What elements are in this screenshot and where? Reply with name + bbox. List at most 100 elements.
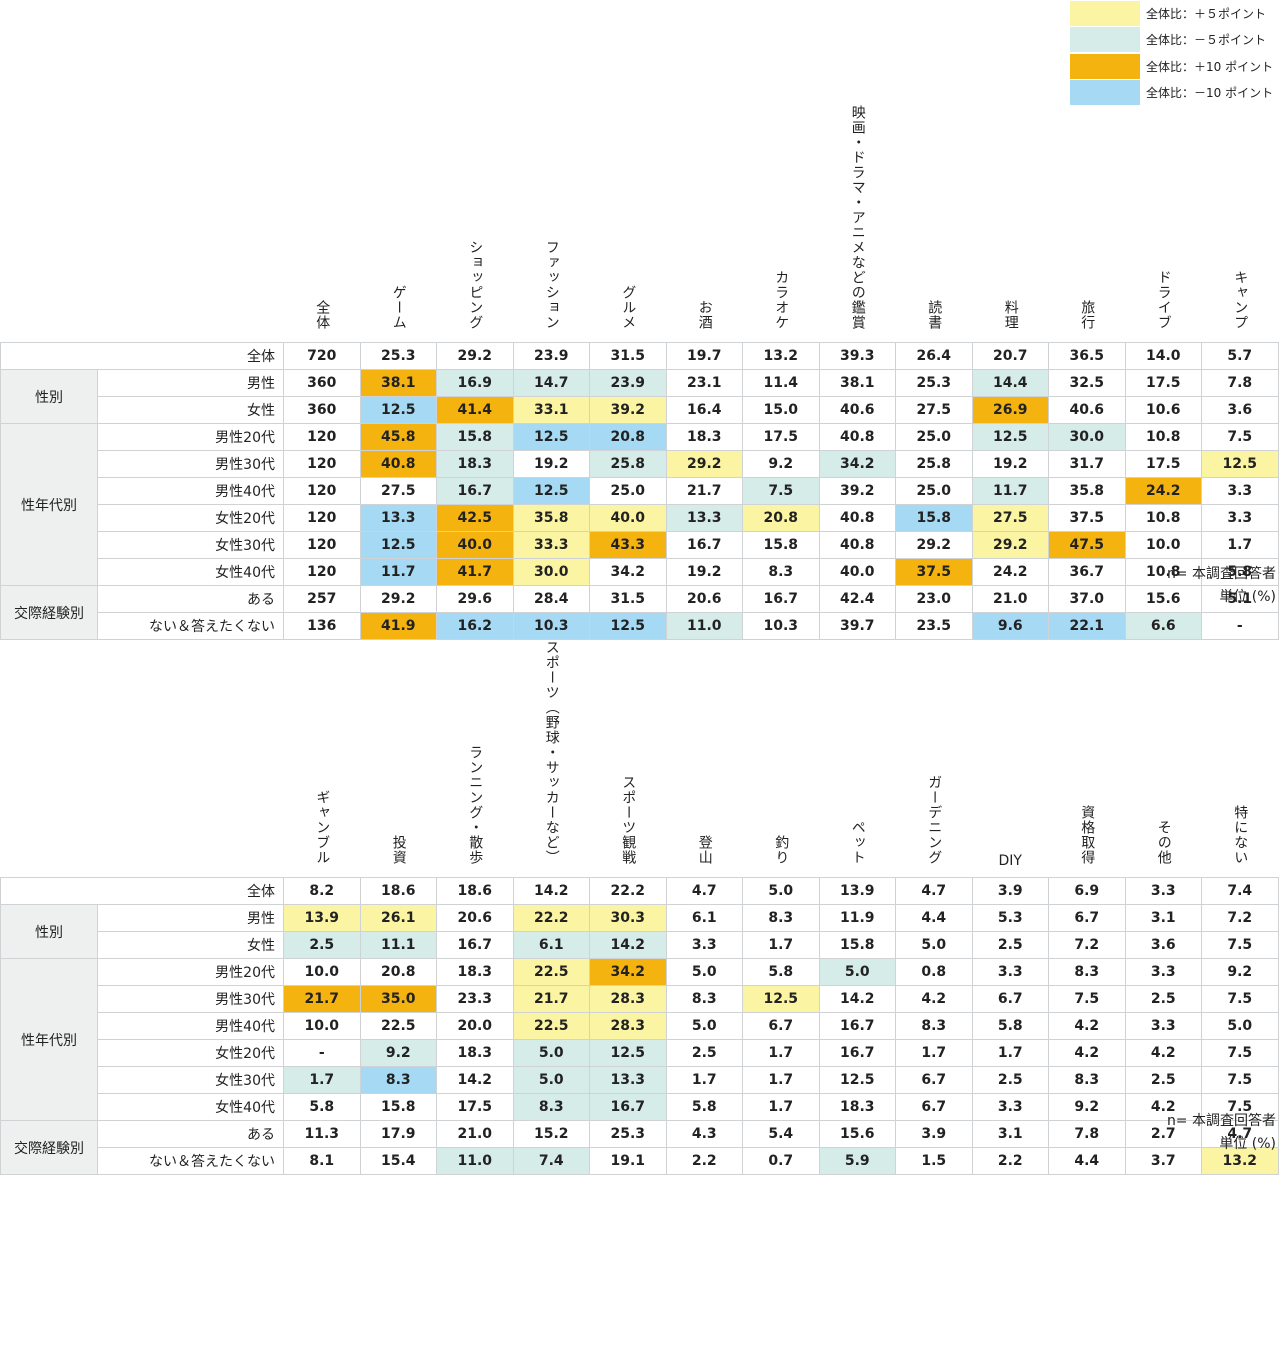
table-cell: 10.3 <box>742 612 820 640</box>
table-cell: 3.9 <box>895 1120 973 1148</box>
table-cell: 13.3 <box>589 1066 667 1094</box>
table-cell: 35.8 <box>512 504 590 532</box>
unit-note: 単位 (%) <box>1219 1136 1276 1152</box>
table-cell: 3.7 <box>1124 1147 1202 1175</box>
table-cell: 25.0 <box>589 477 667 505</box>
table-cell: 15.8 <box>359 1093 437 1121</box>
table-cell: 41.4 <box>436 396 514 424</box>
column-header: DIY <box>972 640 1049 878</box>
table-cell: 21.7 <box>283 985 361 1013</box>
table-cell: 1.7 <box>1201 531 1279 559</box>
table-cell: 4.4 <box>895 904 973 932</box>
table-cell: 3.3 <box>665 931 743 959</box>
table-cell: 38.1 <box>359 369 437 397</box>
table-cell: 16.2 <box>436 612 514 640</box>
table-cell: 7.5 <box>1201 1039 1279 1067</box>
table-cell: 11.3 <box>283 1120 361 1148</box>
table-cell: 40.8 <box>818 531 896 559</box>
table-cell: 12.5 <box>512 477 590 505</box>
column-header-label: ペット <box>849 820 866 865</box>
table-cell: 8.3 <box>512 1093 590 1121</box>
legend-label: 全体比：＋10 ポイント <box>1146 59 1274 74</box>
table-cell: 13.2 <box>1201 1147 1279 1175</box>
table-cell: 39.2 <box>818 477 896 505</box>
row-label: 男性40代 <box>97 477 284 505</box>
column-header: 資格取得 <box>1048 640 1125 878</box>
unit-note: 単位 (%) <box>1219 589 1276 605</box>
table-cell: 13.3 <box>359 504 437 532</box>
column-header: ドライブ <box>1125 105 1202 343</box>
table-cell: 37.5 <box>895 558 973 586</box>
table-cell: 26.1 <box>359 904 437 932</box>
table-row: 交際経験別 ある 11.3 17.9 21.0 15.2 25.3 4.3 5.4 15.6 3.9… <box>0 1120 1279 1175</box>
table-cell: 4.2 <box>1048 1039 1126 1067</box>
table-cell: 14.2 <box>818 985 896 1013</box>
table-cell: 8.3 <box>742 904 820 932</box>
column-header: 読書 <box>895 105 972 343</box>
table-cell: 257 <box>283 585 361 613</box>
table-cell: 12.5 <box>742 985 820 1013</box>
column-header: スポーツ（野球・サッカーなど） <box>513 640 590 878</box>
table-cell: 5.8 <box>283 1093 361 1121</box>
row-label: 女性40代 <box>97 558 284 586</box>
table-row: 全体 720 25.3 29.2 23.9 31.5 19.7 13.2 39.3 26.4 20.… <box>0 342 1279 370</box>
column-header: ゲーム <box>360 105 437 343</box>
table-row: 女性20代 120 13.3 42.5 35.8 40.0 13.3 20.8 40.8 15.8… <box>1 504 1279 532</box>
column-header-label: 読書 <box>926 300 943 330</box>
table-cell: 9.2 <box>1048 1093 1126 1121</box>
column-header-label: 旅行 <box>1079 300 1096 330</box>
table-1: 全体 ゲーム ショッピング ファッション グルメ お酒 カラオケ 映画・ドラマ・アニメなどの鑑… <box>0 105 1279 640</box>
column-header: その他 <box>1125 640 1202 878</box>
table-cell: 20.8 <box>742 504 820 532</box>
legend-label: 全体比：＋５ポイント <box>1146 6 1267 21</box>
column-header: 全体 <box>283 105 360 343</box>
column-header-label: ガーデニング <box>926 775 943 865</box>
table-cell: 2.5 <box>971 931 1049 959</box>
row-label: ある <box>97 585 284 613</box>
table-cell: 7.5 <box>1201 931 1279 959</box>
row-group-label: 性年代別 <box>0 958 98 1121</box>
table-row: 女性 2.5 11.1 16.7 6.1 14.2 3.3 1.7 15.8 5.0 2.5 7.2 3… <box>1 931 1279 959</box>
column-header-label: スポーツ観戦 <box>620 775 637 865</box>
table-cell: 18.6 <box>359 877 437 905</box>
table-cell: 12.5 <box>589 1039 667 1067</box>
table-row: 全体 8.2 18.6 18.6 14.2 22.2 4.7 5.0 13.9 4.7 3.9 6.9… <box>0 877 1279 905</box>
table-cell: 14.2 <box>512 877 590 905</box>
column-header-label: スポーツ（野球・サッカーなど） <box>543 640 560 865</box>
table-cell: 34.2 <box>589 958 667 986</box>
table-cell: 6.7 <box>895 1066 973 1094</box>
table-cell: 3.6 <box>1201 396 1279 424</box>
table-cell: 7.4 <box>512 1147 590 1175</box>
table-cell: 6.7 <box>895 1093 973 1121</box>
row-label: 全体 <box>0 877 284 905</box>
table-cell: 8.3 <box>895 1012 973 1040</box>
table-cell: 22.5 <box>512 958 590 986</box>
table-cell: 21.0 <box>436 1120 514 1148</box>
table-cell: 15.4 <box>359 1147 437 1175</box>
column-header: 投資 <box>360 640 437 878</box>
table-cell: 5.0 <box>895 931 973 959</box>
table-cell: 10.0 <box>283 1012 361 1040</box>
table-cell: 5.0 <box>512 1039 590 1067</box>
table-cell: 120 <box>283 477 361 505</box>
column-header-label: グルメ <box>620 285 637 330</box>
row-label: 男性40代 <box>97 1012 284 1040</box>
table-cell: 5.7 <box>1201 342 1279 370</box>
table-cell: 11.7 <box>359 558 437 586</box>
legend-item: 全体比：＋10 ポイント <box>1070 53 1280 79</box>
table-cell: 120 <box>283 504 361 532</box>
table-cell: 1.7 <box>971 1039 1049 1067</box>
table-cell: 20.6 <box>665 585 743 613</box>
row-label: 女性30代 <box>97 1066 284 1094</box>
table-cell: 5.3 <box>971 904 1049 932</box>
table-cell: 4.2 <box>1048 1012 1126 1040</box>
table-cell: 2.5 <box>1124 1066 1202 1094</box>
table-cell: 23.0 <box>895 585 973 613</box>
table-cell: 36.7 <box>1048 558 1126 586</box>
table-cell: 40.6 <box>1048 396 1126 424</box>
table-cell: 10.3 <box>512 612 590 640</box>
table-cell: 31.5 <box>589 585 667 613</box>
table-cell: 7.2 <box>1201 904 1279 932</box>
table-cell: 18.3 <box>436 450 514 478</box>
table-cell: 16.7 <box>665 531 743 559</box>
